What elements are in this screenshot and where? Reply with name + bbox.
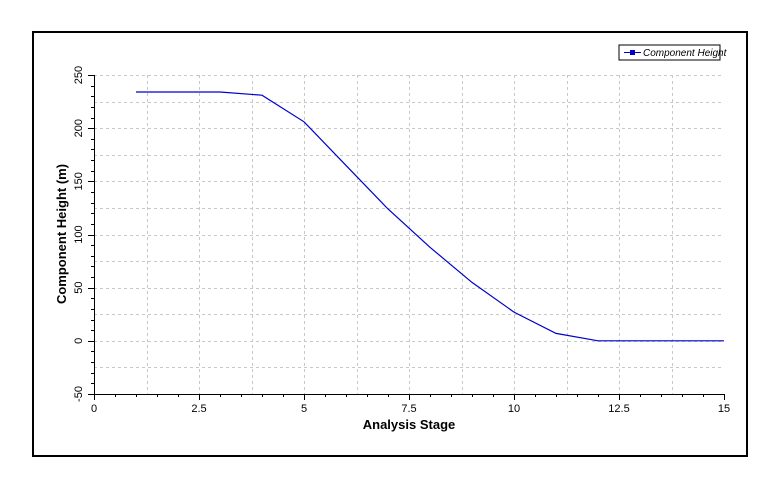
series-layer (136, 91, 724, 342)
y-tick-label: 250 (73, 66, 85, 84)
x-tick-label: 7.5 (401, 403, 416, 415)
axes (88, 75, 725, 400)
y-tick-label: 150 (73, 172, 85, 190)
legend: Component Height (618, 44, 728, 61)
x-tick-label: 2.5 (191, 403, 206, 415)
y-tick-label: -50 (73, 386, 85, 402)
y-tick-label: 50 (73, 282, 85, 294)
x-tick-label: 15 (718, 403, 730, 415)
x-axis-label: Analysis Stage (363, 417, 456, 432)
y-axis-label: Component Height (m) (54, 164, 69, 304)
legend-label: Component Height (643, 48, 728, 59)
y-tick-label: 200 (73, 119, 85, 137)
x-tick-label: 12.5 (608, 403, 629, 415)
x-tick-label: 5 (301, 403, 307, 415)
grid-lines (94, 75, 724, 394)
y-tick-label: 0 (73, 338, 85, 344)
x-tick-label: 10 (508, 403, 520, 415)
legend-box (618, 44, 721, 61)
legend-marker-swatch (630, 50, 635, 55)
y-tick-label: 100 (73, 225, 85, 243)
x-tick-label: 0 (91, 403, 97, 415)
tick-labels: 0 2.5 5 7.5 10 12.5 15 -50 0 50 100 150 200 250 (73, 66, 730, 415)
series-line-component-height (136, 91, 724, 342)
